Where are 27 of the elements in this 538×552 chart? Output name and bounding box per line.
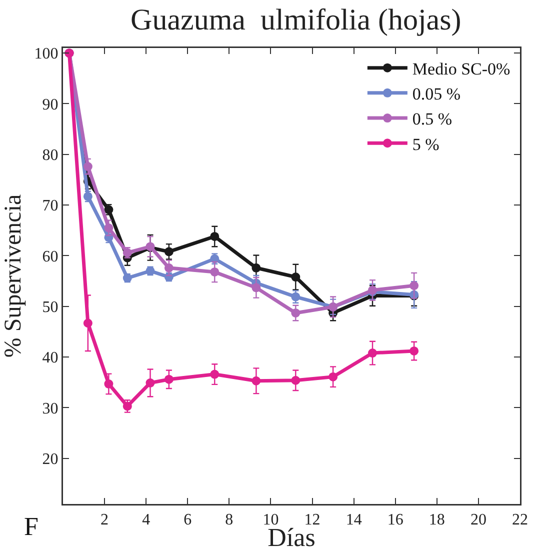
y-tick-label: 30 <box>42 400 58 418</box>
x-tick-label: 22 <box>512 512 528 529</box>
y-tick-label: 70 <box>42 198 58 215</box>
text: F <box>24 512 38 541</box>
x-tick-label: 10 <box>262 512 279 529</box>
y-tick-label: 90 <box>42 96 58 114</box>
x-tick-label: 18 <box>428 512 445 529</box>
x-tick-label: 12 <box>304 512 320 529</box>
legend-label: 0.05 % <box>412 84 461 104</box>
x-tick-label: 20 <box>470 512 486 529</box>
y-tick-label: 50 <box>42 299 58 316</box>
chart-title: Guazuma ulmifolia (hojas) <box>130 3 462 36</box>
x-tick-label: 6 <box>184 512 192 529</box>
legend-label: 0.5 % <box>412 110 452 129</box>
legend-label: 5 % <box>412 134 440 154</box>
y-tick-label: 20 <box>42 451 58 468</box>
y-tick-label: 80 <box>42 147 58 164</box>
x-tick-label: 8 <box>225 512 234 529</box>
y-tick-label: 40 <box>42 350 58 367</box>
x-tick-label: 14 <box>346 512 362 529</box>
x-tick-label: 16 <box>387 512 404 529</box>
legend-label: Medio SC-0% <box>412 59 510 78</box>
y-tick-label: 60 <box>42 248 58 266</box>
x-tick-label: 2 <box>100 512 109 529</box>
x-tick-label: 4 <box>142 512 150 529</box>
y-tick-label: 100 <box>34 46 58 63</box>
y-axis-title: % Supervivencia <box>0 194 27 358</box>
